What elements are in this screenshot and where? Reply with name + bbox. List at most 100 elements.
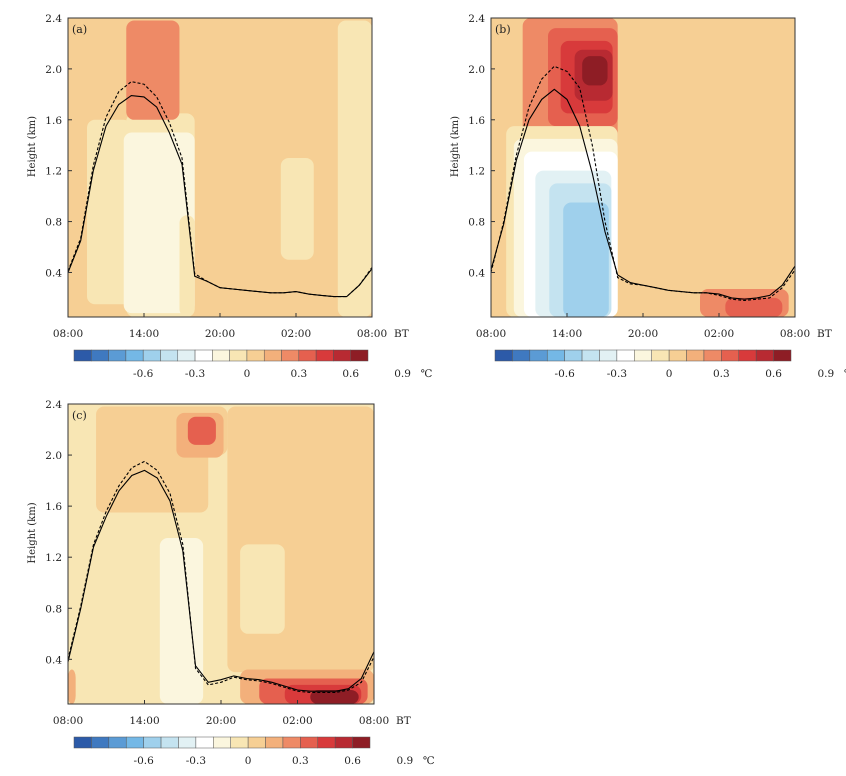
y-tick-label: 0.4 [45, 654, 62, 666]
colorbar-swatch [512, 349, 531, 362]
colorbar-swatch [195, 736, 214, 749]
heatmap-region [280, 157, 314, 260]
colorbar-tick-label: -0.6 [134, 755, 155, 767]
colorbar-swatch [315, 349, 334, 362]
colorbar-tick-label: 0.3 [292, 755, 309, 767]
panel-label: (a) [72, 23, 87, 36]
x-tick-label: 14:00 [129, 715, 159, 727]
colorbar-swatch [773, 349, 792, 362]
colorbar-swatch [352, 736, 371, 749]
x-tick-label: 08:00 [53, 328, 83, 340]
x-tick-label: 08:00 [53, 715, 83, 727]
colorbar-swatch [194, 349, 213, 362]
colorbar-swatch [178, 736, 197, 749]
colorbar-swatch [282, 736, 301, 749]
colorbar-tick-label: 0.6 [344, 755, 361, 767]
colorbar-tick-label: 0.3 [290, 368, 307, 380]
heatmap-region [668, 20, 745, 279]
colorbar-swatch [247, 736, 266, 749]
heatmap-region [71, 24, 87, 209]
colorbar-swatch [686, 349, 705, 362]
colorbar-unit: ℃ [844, 368, 846, 380]
colorbar-tick-label: 0.9 [394, 368, 411, 380]
heatmap-region [310, 689, 359, 704]
colorbar: -0.6 -0.3 0 0.3 0.6 0.9 ℃ [494, 349, 846, 380]
x-tick-label: 20:00 [206, 715, 236, 727]
colorbar-swatch [73, 736, 92, 749]
colorbar-swatch [108, 349, 127, 362]
solid-line [67, 469, 375, 692]
dashed-line [67, 81, 373, 298]
heatmap-region [725, 297, 783, 317]
panel-c: (c) 0.4 0.8 1.2 1.6 2.0 2.4 08:00 14:00 20:00 02:0… [27, 399, 435, 767]
y-tick-label: 0.8 [468, 217, 485, 229]
colorbar-tick-label: 0.9 [817, 368, 834, 380]
y-axis-label: Height (km) [27, 116, 38, 177]
heatmap-field [491, 18, 795, 317]
y-tick-label: 0.8 [45, 217, 62, 229]
colorbar-tick-label: 0.3 [713, 368, 730, 380]
colorbar-swatch [142, 349, 161, 362]
time-unit-label: BT [396, 715, 411, 727]
colorbar-tick-label: 0 [245, 755, 252, 767]
colorbar-swatch [230, 736, 249, 749]
colorbar-swatch [91, 736, 110, 749]
colorbar-swatch [125, 736, 144, 749]
colorbar-swatch [581, 349, 600, 362]
colorbar-swatch [334, 736, 353, 749]
heatmap-field [68, 404, 374, 704]
y-tick-label: 1.6 [45, 115, 62, 127]
y-tick-label: 0.4 [45, 267, 62, 279]
colorbar-swatch [281, 349, 300, 362]
colorbar-tick-label: -0.6 [555, 368, 576, 380]
heatmap-field [68, 18, 372, 317]
colorbar-swatch [73, 349, 92, 362]
colorbar-tick-label: -0.3 [186, 755, 206, 767]
colorbar-tick-label: -0.6 [133, 368, 154, 380]
y-tick-label: 1.6 [45, 501, 62, 513]
colorbar-swatch [91, 349, 109, 362]
colorbar-swatch [703, 349, 722, 362]
colorbar-swatch [213, 736, 231, 749]
colorbar-swatch [721, 349, 740, 362]
y-tick-label: 2.0 [468, 64, 485, 76]
colorbar-swatch [668, 349, 687, 362]
colorbar-tick-label: 0 [666, 368, 673, 380]
colorbar-tick-label: -0.3 [607, 368, 627, 380]
time-unit-label: BT [394, 328, 409, 340]
heatmap-region [159, 538, 204, 704]
colorbar-swatch [143, 736, 162, 749]
y-tick-label: 1.2 [45, 166, 62, 178]
colorbar-swatch [160, 736, 179, 749]
y-axis-label: Height (km) [450, 116, 461, 177]
colorbar-unit: ℃ [423, 755, 435, 767]
colorbar-swatch [263, 349, 282, 362]
colorbar-swatch [125, 349, 144, 362]
colorbar-swatch [494, 349, 513, 362]
heatmap-region [126, 20, 180, 120]
colorbar-swatch [755, 349, 774, 362]
x-tick-label: 20:00 [628, 328, 658, 340]
dashed-line [67, 460, 375, 694]
x-tick-label: 14:00 [129, 328, 159, 340]
colorbar-swatch [546, 349, 565, 362]
x-tick-label: 08:00 [359, 715, 389, 727]
colorbar-tick-label: -0.3 [185, 368, 205, 380]
colorbar-swatch [616, 349, 635, 362]
colorbar-swatch [108, 736, 127, 749]
colorbar-swatch [177, 349, 196, 362]
y-tick-label: 2.4 [45, 399, 62, 411]
y-tick-label: 0.8 [45, 603, 62, 615]
y-tick-label: 2.4 [468, 13, 485, 25]
heatmap-region [582, 56, 608, 86]
colorbar-tick-label: 0 [244, 368, 251, 380]
heatmap-region [187, 416, 216, 445]
heatmap-region [68, 669, 76, 704]
x-tick-label: 20:00 [205, 328, 235, 340]
colorbar: -0.6 -0.3 0 0.3 0.6 0.9 ℃ [73, 736, 435, 767]
y-tick-label: 2.0 [45, 450, 62, 462]
colorbar-swatch [212, 349, 230, 362]
y-axis-label: Height (km) [27, 502, 38, 563]
heatmap-region [337, 20, 372, 317]
colorbar-swatch [529, 349, 548, 362]
